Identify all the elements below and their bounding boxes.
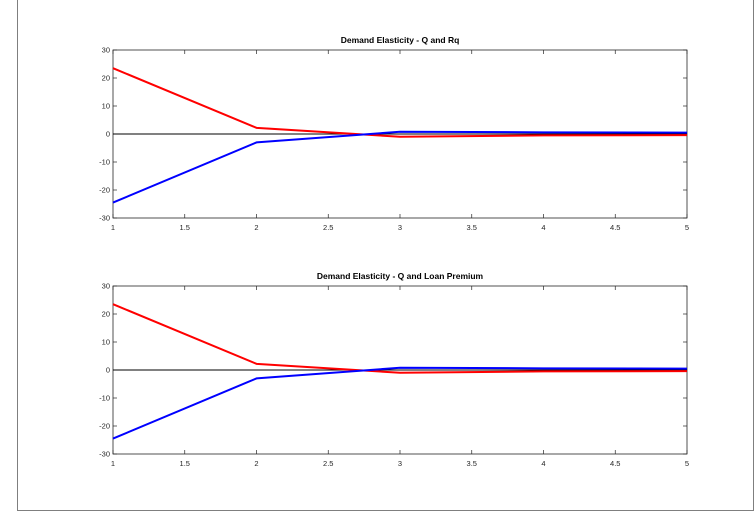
x-tick-label: 3.5: [467, 223, 477, 232]
chart-2: 1 1.5 2 2.5 3 3.5 4 4.5 5 -30 -20 -10 0 10 20 30 Demand …: [99, 271, 689, 468]
y-tick-label: -20: [99, 186, 110, 195]
y-tick-label: 0: [106, 366, 110, 375]
chart-title: Demand Elasticity - Q and Loan Premium: [317, 271, 484, 281]
y-tick-label: -10: [99, 394, 110, 403]
series-line-1: [112, 303, 688, 374]
x-tick-label: 4: [541, 459, 545, 468]
x-tick-label: 2: [254, 459, 258, 468]
x-tick-label: 3.5: [467, 459, 477, 468]
x-tick-label: 5: [685, 223, 689, 232]
y-tick-label: -10: [99, 158, 110, 167]
x-tick-label: 2.5: [323, 223, 333, 232]
chart-title: Demand Elasticity - Q and Rq: [341, 35, 460, 45]
y-tick-label: -30: [99, 450, 110, 459]
figure-frame: [17, 0, 754, 511]
y-tick-label: 20: [102, 310, 110, 319]
y-tick-label: -20: [99, 422, 110, 431]
x-tick-label: 1: [111, 459, 115, 468]
x-tick-label: 4: [541, 223, 545, 232]
y-tick-label: 30: [102, 46, 110, 55]
x-tick-label: 1.5: [180, 223, 190, 232]
x-tick-label: 1: [111, 223, 115, 232]
x-tick-label: 3: [398, 459, 402, 468]
x-tick-label: 2: [254, 223, 258, 232]
series-line-2: [112, 130, 688, 204]
y-tick-label: 20: [102, 74, 110, 83]
x-tick-label: 1.5: [180, 459, 190, 468]
x-tick-label: 2.5: [323, 459, 333, 468]
x-tick-label: 3: [398, 223, 402, 232]
chart-1: 1 1.5 2 2.5 3 3.5 4 4.5 5 -30 -20 -10 0 10 20 30 Demand …: [99, 35, 689, 232]
series-line-2: [112, 366, 688, 440]
y-tick-label: 10: [102, 338, 110, 347]
y-tick-label: 0: [106, 130, 110, 139]
x-tick-label: 5: [685, 459, 689, 468]
x-tick-label: 4.5: [610, 223, 620, 232]
y-tick-label: -30: [99, 214, 110, 223]
series-line-1: [112, 67, 688, 138]
x-tick-label: 4.5: [610, 459, 620, 468]
y-tick-label: 30: [102, 282, 110, 291]
y-tick-label: 10: [102, 102, 110, 111]
